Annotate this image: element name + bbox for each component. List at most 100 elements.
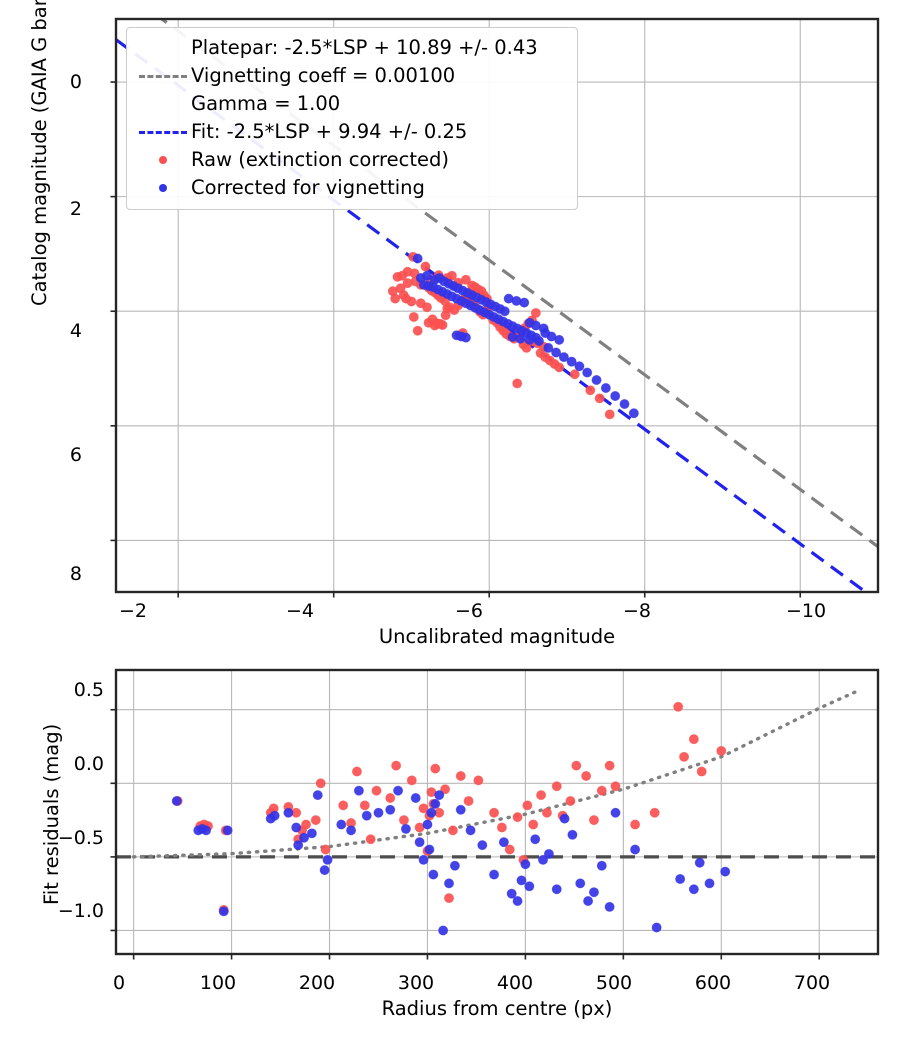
upper-xaxis-title: Uncalibrated magnitude: [378, 625, 616, 648]
legend-item-gamma: Gamma = 1.00: [135, 90, 567, 118]
legend-item-raw: Raw (extinction corrected): [135, 146, 567, 174]
data-point: [512, 812, 523, 823]
legend-label-corrected: Corrected for vignetting: [191, 176, 425, 199]
legend-item-platepar: Platepar: -2.5*LSP + 10.89 +/- 0.43: [135, 34, 567, 62]
legend-item-fit: Fit: -2.5*LSP + 9.94 +/- 0.25: [135, 118, 567, 146]
clipped-data: [116, 688, 878, 936]
data-point: [291, 822, 302, 833]
data-point: [496, 822, 507, 833]
data-point: [444, 893, 455, 904]
data-point: [400, 823, 411, 834]
data-point: [554, 334, 565, 345]
data-point: [610, 781, 621, 792]
legend-handle-dashed-blue: [135, 122, 191, 142]
upper-xtick-minus2: −2: [118, 600, 148, 622]
data-point: [524, 881, 535, 892]
data-point: [720, 866, 731, 877]
data-point: [473, 775, 484, 786]
lower-xtick-600: 600: [694, 972, 732, 994]
data-point: [353, 785, 364, 796]
legend-label-vignetting-coeff: Vignetting coeff = 0.00100: [191, 64, 456, 87]
dashed-gray-line-swatch: [139, 74, 187, 78]
data-point: [582, 367, 593, 378]
data-point: [322, 854, 333, 865]
data-point: [465, 825, 476, 836]
data-point: [704, 878, 715, 889]
data-point: [528, 819, 539, 830]
upper-ytick-6: 6: [69, 444, 82, 466]
data-point: [406, 296, 417, 307]
data-point: [506, 888, 517, 899]
data-point: [716, 745, 727, 756]
data-point: [591, 374, 602, 385]
data-point: [551, 347, 562, 358]
data-point: [519, 297, 530, 308]
data-point: [312, 790, 323, 801]
data-point: [610, 807, 621, 818]
plot-line: [131, 688, 861, 859]
data-point: [588, 815, 599, 826]
data-point: [387, 286, 398, 297]
data-point: [675, 873, 686, 884]
data-point: [696, 766, 707, 777]
data-point: [538, 323, 549, 334]
data-point: [310, 815, 321, 826]
data-point: [455, 770, 466, 781]
data-point: [530, 307, 541, 318]
data-point: [422, 302, 433, 313]
data-point: [293, 840, 304, 851]
lower-xtick-100: 100: [199, 972, 237, 994]
data-point: [604, 901, 615, 912]
data-point: [467, 280, 478, 291]
data-point: [688, 734, 699, 745]
data-point: [569, 369, 580, 380]
axes-frame: [114, 17, 880, 594]
lower-xtick-300: 300: [397, 972, 435, 994]
data-point: [583, 896, 594, 907]
data-point: [371, 785, 382, 796]
data-point: [398, 815, 409, 826]
data-point: [426, 807, 437, 818]
data-point: [541, 807, 552, 818]
data-point: [320, 844, 331, 855]
data-point: [299, 832, 310, 843]
data-point: [489, 807, 500, 818]
data-point: [581, 770, 592, 781]
tick-marks: [110, 708, 821, 960]
data-point: [402, 278, 413, 289]
lower-yaxis-title: Fit residuals (mag): [40, 723, 63, 905]
data-point: [385, 793, 396, 804]
data-point: [415, 272, 426, 283]
upper-ytick-0: 0: [69, 71, 82, 93]
data-point: [574, 361, 585, 372]
upper-ytick-2: 2: [69, 198, 82, 220]
data-point: [460, 274, 471, 285]
data-point: [315, 778, 326, 789]
upper-xtick-minus6: −6: [454, 600, 484, 622]
axes-frame: [114, 668, 880, 956]
legend-handle-dashed-gray: [135, 66, 191, 86]
data-point: [319, 865, 330, 876]
data-point: [575, 878, 586, 889]
legend-label-platepar: Platepar: -2.5*LSP + 10.89 +/- 0.43: [191, 36, 538, 59]
lower-xtick-700: 700: [793, 972, 831, 994]
data-point: [554, 362, 565, 373]
data-point: [430, 763, 441, 774]
data-point: [359, 800, 370, 811]
data-point: [694, 857, 705, 868]
legend-handle-dot-blue: [135, 178, 191, 198]
upper-ytick-4: 4: [69, 320, 82, 342]
data-point: [679, 751, 690, 762]
data-point: [365, 834, 376, 845]
lower-ytick-05: 0.5: [73, 679, 104, 701]
data-point: [418, 854, 429, 865]
data-point: [301, 819, 312, 830]
lower-xtick-500: 500: [595, 972, 633, 994]
data-point: [428, 869, 439, 880]
scatter-series: [412, 253, 639, 419]
data-point: [393, 785, 404, 796]
data-point: [604, 760, 615, 771]
data-point: [447, 825, 458, 836]
data-point: [412, 253, 423, 264]
